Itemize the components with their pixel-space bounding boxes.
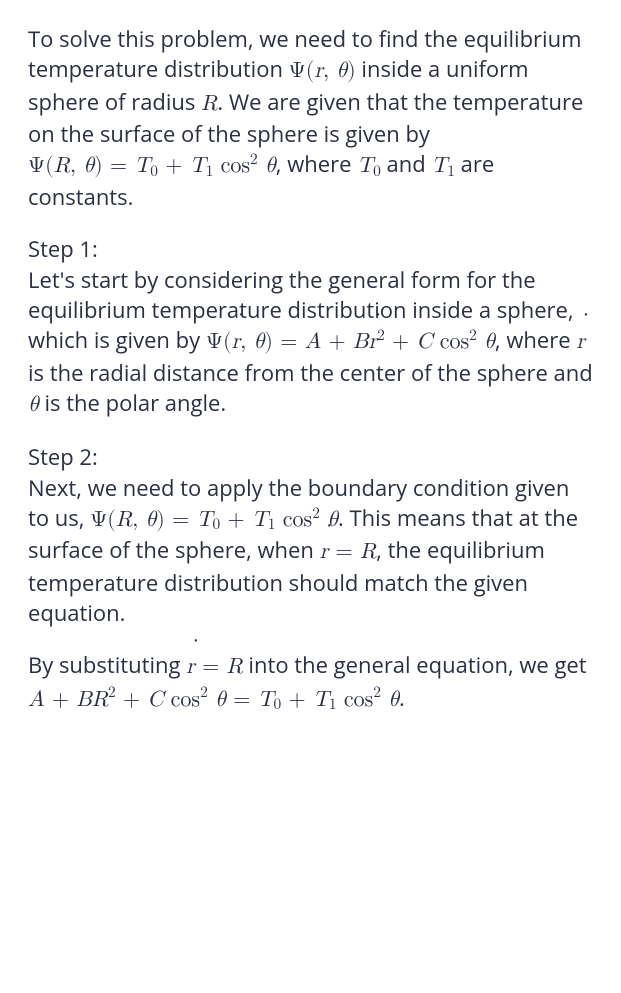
symbol-r-dot: r <box>576 331 585 353</box>
equation-r-eq-R: r = R <box>320 541 377 563</box>
equation-bc: Ψ(R, θ) = T0 + T1 cos2 θ <box>90 509 338 531</box>
text: By substituting <box>28 650 186 680</box>
equation-psi-rtheta: Ψ(r, θ) <box>289 60 356 82</box>
equation-general-form: Ψ(r, θ) = A + Br2 + C cos2 θ <box>206 331 495 353</box>
symbol-R: R <box>201 93 217 115</box>
equation-sub-r-eq-R: r = R <box>186 656 243 678</box>
text: is the polar angle. <box>39 388 226 418</box>
text: , where <box>276 149 357 179</box>
step-1-paragraph: Step 1: Let's start by considering the g… <box>28 234 595 420</box>
text: . <box>399 683 405 713</box>
symbol-theta: θ <box>28 394 39 416</box>
step-2b-paragraph: By substituting r = R into the general e… <box>28 650 595 715</box>
equation-final: A + BR2 + C cos2 θ = T0 + T1 cos2 θ <box>28 689 399 711</box>
intro-paragraph: To solve this problem, we need to find t… <box>28 24 595 212</box>
text: into the general equation, we get <box>243 650 587 680</box>
equation-boundary: Ψ(R, θ) = T0 + T1 cos2 θ <box>28 155 276 177</box>
step-2-paragraph: Step 2: Next, we need to apply the bound… <box>28 442 595 628</box>
step-1-label: Step 1: <box>28 234 98 264</box>
text: , where <box>495 325 576 355</box>
step-2-label: Step 2: <box>28 442 98 472</box>
symbol-T1: T1 <box>431 155 455 177</box>
text: is the radial distance from the center o… <box>28 358 593 388</box>
text: and <box>381 149 432 179</box>
symbol-T0: T0 <box>357 155 381 177</box>
